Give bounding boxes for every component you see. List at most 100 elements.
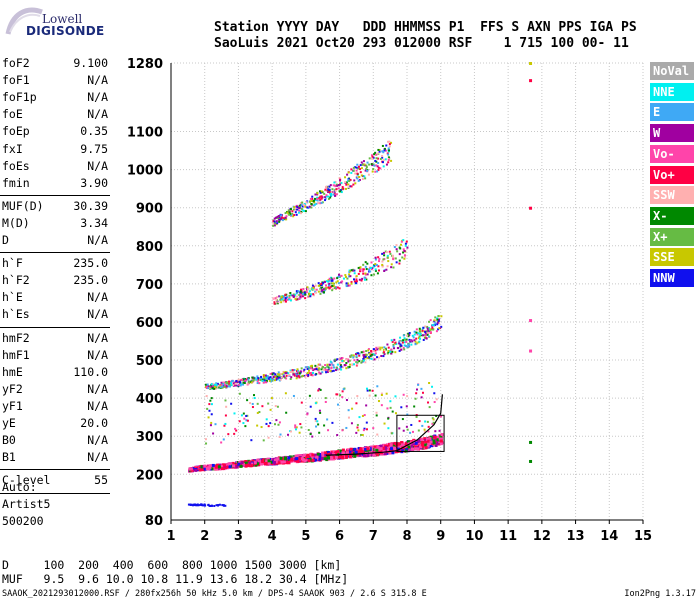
echo-dot (440, 433, 444, 437)
echo-dot (362, 268, 365, 271)
echo-dot (246, 382, 249, 385)
echo-dot (331, 188, 334, 191)
echo-dot (402, 251, 405, 254)
echo-dot (262, 381, 265, 384)
echo-dot (277, 371, 280, 374)
echo-dot (275, 296, 278, 299)
echo-dot (320, 457, 324, 461)
echo-dot (247, 378, 250, 381)
echo-dot (251, 406, 254, 409)
echo-dot (375, 264, 378, 267)
echo-dot (325, 371, 328, 374)
echo-dot (353, 280, 356, 283)
echo-dot (416, 388, 419, 391)
echo-dot (297, 297, 300, 300)
echo-dot (251, 376, 254, 379)
echo-dot (265, 422, 268, 425)
echo-dot (367, 356, 370, 359)
echo-dot (395, 261, 398, 264)
echo-dot (334, 189, 337, 192)
echo-dot (220, 384, 223, 387)
echo-dot (424, 332, 427, 335)
echo-dot (437, 442, 441, 446)
echo-dot (347, 171, 350, 174)
echo-dot (416, 333, 419, 336)
echo-dot (348, 359, 351, 362)
param-key: yE (2, 416, 16, 430)
echo-dot (299, 370, 302, 373)
echo-dot (316, 452, 320, 456)
echo-dot (358, 278, 361, 281)
echo-dot (347, 282, 350, 285)
echo-dot (317, 290, 320, 293)
echo-dot (406, 440, 410, 444)
x-tick-label: 14 (600, 529, 618, 544)
echo-dot (327, 278, 330, 281)
echo-dot (342, 388, 345, 391)
echo-dot (428, 406, 431, 409)
echo-dot (272, 297, 275, 300)
echo-dot (367, 449, 371, 453)
x-tick-label: 4 (268, 529, 277, 544)
echo-dot (295, 426, 298, 429)
echo-dot (355, 169, 358, 172)
echo-dot (259, 377, 262, 380)
echo-dot (409, 431, 412, 434)
x-tick-label: 11 (499, 529, 517, 544)
echo-dot (417, 337, 420, 340)
echo-dot (327, 452, 331, 456)
param-value: 20.0 (80, 416, 108, 430)
header-line-2: SaoLuis 2021 Oct20 293 012000 RSF 1 715 … (214, 36, 629, 51)
logo: Lowell DIGISONDE (2, 2, 112, 42)
echo-dot (330, 361, 333, 364)
echo-dot (419, 330, 422, 333)
echo-dot (421, 424, 424, 427)
echo-dot (289, 294, 292, 297)
echo-dot (382, 348, 385, 351)
echo-dot (295, 373, 298, 376)
echo-dot (363, 175, 366, 178)
echo-dot (392, 443, 396, 447)
echo-dot (214, 423, 217, 426)
echo-dot (297, 290, 300, 293)
param-separator (0, 252, 110, 254)
echo-dot (373, 164, 376, 167)
echo-dot (302, 203, 305, 206)
echo-dot (306, 367, 309, 370)
echo-dot (200, 465, 204, 469)
echo-dot (286, 211, 289, 214)
echo-dot (326, 418, 329, 421)
echo-dot (318, 190, 321, 193)
echo-dot (336, 286, 339, 289)
echo-dot (327, 451, 331, 455)
echo-dot (308, 394, 311, 397)
echo-dot (346, 277, 349, 280)
param-value: 55 (94, 473, 108, 488)
echo-dot (413, 405, 416, 408)
echo-dot (284, 212, 287, 215)
echo-dot (313, 453, 317, 457)
echo-dot (369, 357, 372, 360)
echo-dot (307, 369, 310, 372)
echo-dot (256, 411, 259, 414)
echo-dot (428, 382, 431, 385)
echo-dot (272, 457, 276, 461)
echo-dot (330, 285, 333, 288)
echo-dot (428, 320, 431, 323)
echo-dot (319, 292, 322, 295)
echo-dot (355, 278, 358, 281)
echo-dot (320, 201, 323, 204)
echo-dot (433, 392, 436, 395)
echo-dot (359, 447, 363, 451)
echo-dot (306, 413, 309, 416)
echo-dot (335, 193, 338, 196)
x-tick-label: 5 (301, 529, 310, 544)
echo-dot (371, 170, 374, 173)
echo-dot (302, 288, 305, 291)
param-row: yE 20.0 (2, 416, 108, 432)
echo-dot (285, 374, 288, 377)
echo-dot (424, 334, 427, 337)
echo-dot (366, 169, 369, 172)
echo-dot (388, 451, 392, 455)
echo-dot (261, 405, 264, 408)
